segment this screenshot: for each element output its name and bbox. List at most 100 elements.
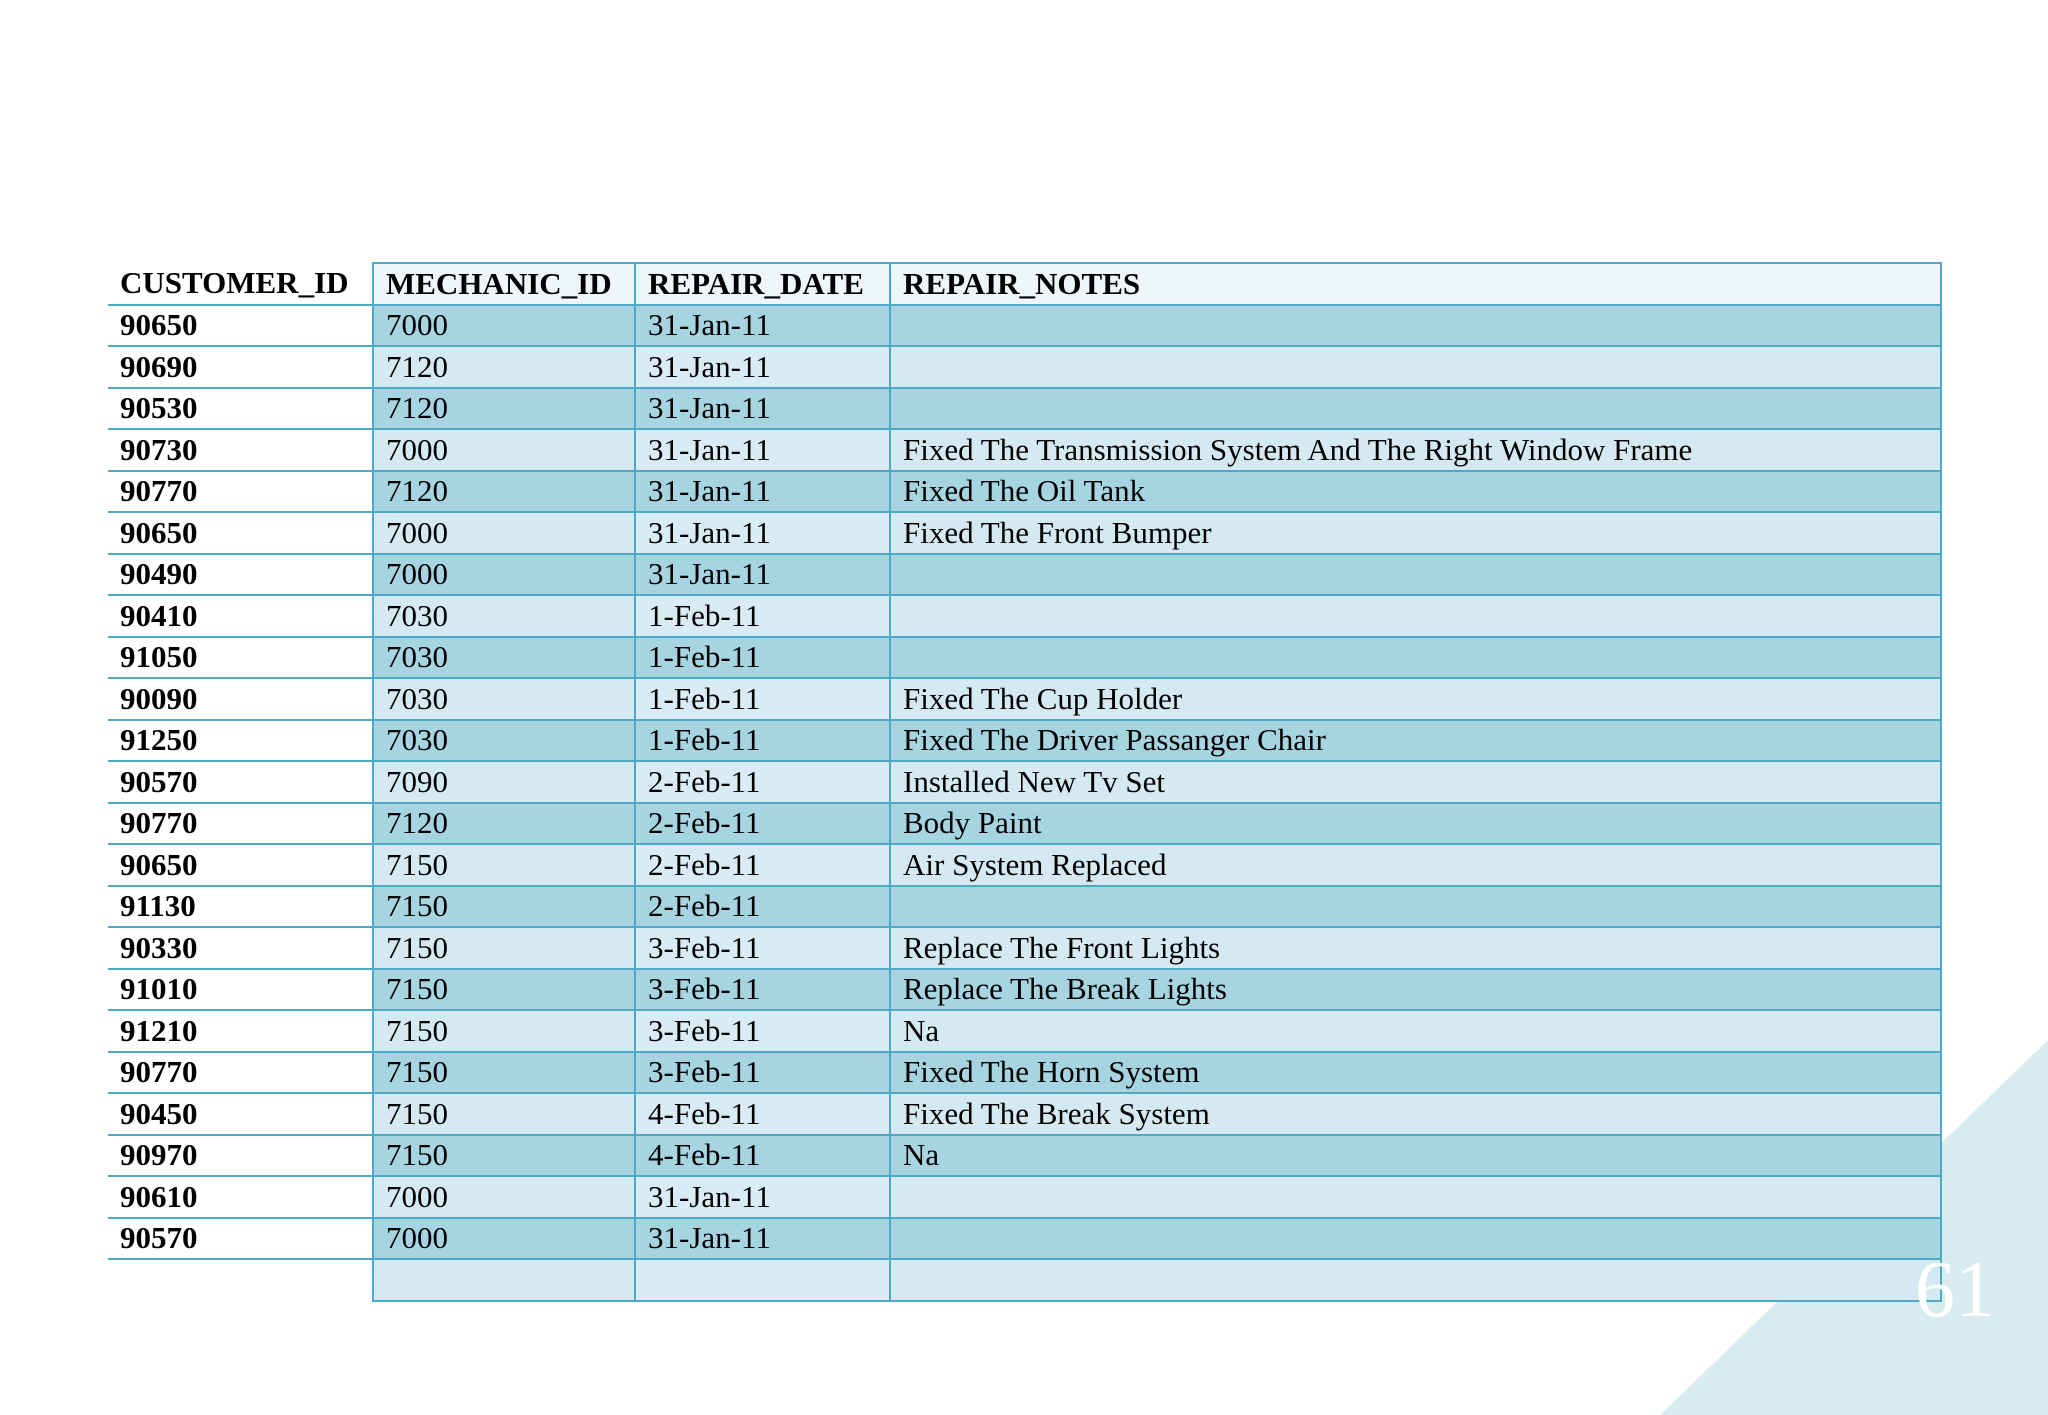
table-row: 90970 7150 4-Feb-11 Na [108,1133,1942,1177]
table-row: 91010 7150 3-Feb-11 Replace The Break Light… [108,967,1942,1011]
cell-mechanic-id: 7150 [372,926,636,970]
cell-mechanic-id: 7120 [372,345,636,389]
cell-repair-date: 31-Jan-11 [634,345,891,389]
cell-mechanic-id: 7000 [372,1216,636,1260]
cell-repair-date: 3-Feb-11 [634,1009,891,1053]
table-row: 90330 7150 3-Feb-11 Replace The Front Light… [108,926,1942,970]
cell-repair-notes: Air System Replaced [889,843,1942,887]
table-row: 91210 7150 3-Feb-11 Na [108,1009,1942,1053]
table-row: 91250 7030 1-Feb-11 Fixed The Driver Passan… [108,718,1942,762]
cell-repair-date: 31-Jan-11 [634,428,891,472]
cell-repair-date [634,1258,891,1302]
cell-customer-id: 91210 [108,1010,374,1053]
column-header-repair-date: REPAIR_DATE [634,262,891,306]
cell-customer-id: 90690 [108,346,374,389]
cell-mechanic-id: 7090 [372,760,636,804]
page-number: 61 [1915,1246,1995,1334]
cell-customer-id: 90730 [108,429,374,472]
cell-mechanic-id: 7000 [372,552,636,596]
column-header-repair-notes: REPAIR_NOTES [889,262,1942,306]
cell-mechanic-id: 7150 [372,1092,636,1136]
cell-repair-notes: Fixed The Front Bumper [889,511,1942,555]
cell-repair-date: 3-Feb-11 [634,967,891,1011]
table-body: 90650 7000 31-Jan-11 90690 7120 31-Jan-11 9053… [108,303,1942,1302]
cell-customer-id: 90610 [108,1176,374,1219]
cell-repair-date: 3-Feb-11 [634,926,891,970]
repair-table: CUSTOMER_ID MECHANIC_ID REPAIR_DATE REPA… [108,262,1942,1302]
cell-repair-notes [889,594,1942,638]
table-row: 90650 7000 31-Jan-11 [108,303,1942,347]
cell-repair-date: 31-Jan-11 [634,469,891,513]
cell-customer-id: 90970 [108,1134,374,1177]
table-row: 90570 7000 31-Jan-11 [108,1216,1942,1260]
cell-repair-notes [889,635,1942,679]
cell-repair-date: 1-Feb-11 [634,594,891,638]
cell-customer-id: 90530 [108,387,374,430]
cell-repair-notes: Body Paint [889,801,1942,845]
cell-repair-date: 31-Jan-11 [634,386,891,430]
cell-customer-id: 90650 [108,844,374,887]
cell-mechanic-id: 7150 [372,1133,636,1177]
cell-repair-date: 31-Jan-11 [634,303,891,347]
cell-customer-id: 90570 [108,761,374,804]
cell-repair-notes: Installed New Tv Set [889,760,1942,804]
table-row: 90690 7120 31-Jan-11 [108,345,1942,389]
table-row: 90770 7120 2-Feb-11 Body Paint [108,801,1942,845]
table-row [108,1258,1942,1302]
column-header-mechanic-id: MECHANIC_ID [372,262,636,306]
cell-repair-notes [889,1258,1942,1302]
cell-repair-date: 31-Jan-11 [634,1216,891,1260]
cell-repair-notes: Fixed The Horn System [889,1050,1942,1094]
cell-mechanic-id: 7030 [372,718,636,762]
cell-repair-notes [889,552,1942,596]
cell-customer-id: 90410 [108,595,374,638]
cell-customer-id: 90490 [108,553,374,596]
cell-customer-id: 90570 [108,1217,374,1260]
table-row: 90450 7150 4-Feb-11 Fixed The Break System [108,1092,1942,1136]
cell-repair-date: 1-Feb-11 [634,635,891,679]
cell-repair-notes [889,1175,1942,1219]
cell-repair-notes [889,386,1942,430]
cell-repair-notes [889,884,1942,928]
cell-mechanic-id [372,1258,636,1302]
cell-repair-notes [889,303,1942,347]
table-row: 91050 7030 1-Feb-11 [108,635,1942,679]
cell-repair-notes: Fixed The Cup Holder [889,677,1942,721]
table-row: 90530 7120 31-Jan-11 [108,386,1942,430]
cell-customer-id: 90650 [108,304,374,347]
cell-repair-date: 2-Feb-11 [634,801,891,845]
cell-mechanic-id: 7030 [372,594,636,638]
cell-customer-id: 90770 [108,470,374,513]
cell-repair-notes: Fixed The Driver Passanger Chair [889,718,1942,762]
table-row: 90770 7120 31-Jan-11 Fixed The Oil Tank [108,469,1942,513]
cell-customer-id: 90090 [108,678,374,721]
cell-customer-id: 90770 [108,1051,374,1094]
cell-customer-id: 90330 [108,927,374,970]
table-row: 90770 7150 3-Feb-11 Fixed The Horn System [108,1050,1942,1094]
cell-customer-id: 91250 [108,719,374,762]
column-header-customer-id: CUSTOMER_ID [108,263,374,306]
cell-repair-date: 2-Feb-11 [634,760,891,804]
cell-customer-id: 91130 [108,885,374,928]
cell-repair-date: 4-Feb-11 [634,1092,891,1136]
cell-mechanic-id: 7150 [372,967,636,1011]
cell-mechanic-id: 7150 [372,1009,636,1053]
cell-repair-notes: Fixed The Break System [889,1092,1942,1136]
cell-repair-date: 1-Feb-11 [634,718,891,762]
cell-repair-notes: Fixed The Transmission System And The Ri… [889,428,1942,472]
cell-mechanic-id: 7000 [372,1175,636,1219]
cell-repair-notes [889,345,1942,389]
cell-repair-date: 31-Jan-11 [634,552,891,596]
table-row: 90730 7000 31-Jan-11 Fixed The Transmission… [108,428,1942,472]
table-row: 91130 7150 2-Feb-11 [108,884,1942,928]
cell-repair-date: 4-Feb-11 [634,1133,891,1177]
cell-repair-notes: Fixed The Oil Tank [889,469,1942,513]
cell-customer-id: 90450 [108,1093,374,1136]
table-header-row: CUSTOMER_ID MECHANIC_ID REPAIR_DATE REPA… [108,262,1942,306]
cell-customer-id: 90650 [108,512,374,555]
cell-mechanic-id: 7120 [372,801,636,845]
cell-customer-id: 91010 [108,968,374,1011]
cell-mechanic-id: 7000 [372,428,636,472]
cell-mechanic-id: 7000 [372,511,636,555]
cell-repair-notes: Replace The Front Lights [889,926,1942,970]
